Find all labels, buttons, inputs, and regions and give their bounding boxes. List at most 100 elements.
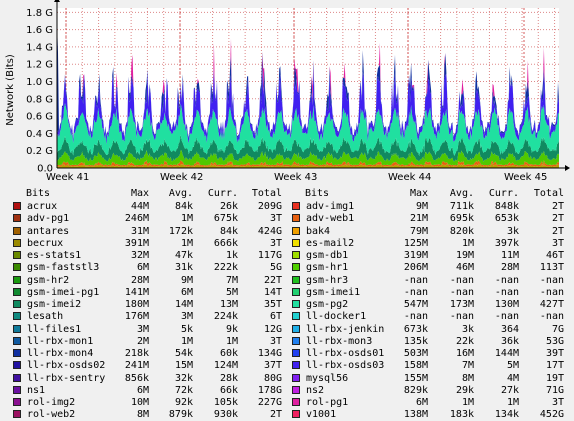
legend-swatch [13, 300, 21, 308]
legend-max-value: 28M [130, 274, 149, 286]
legend-curr-value: 222k [213, 262, 238, 274]
legend-series-name: ns2 [306, 384, 325, 396]
legend-curr-value: 105k [213, 397, 238, 408]
legend-avg-value: 19M [455, 250, 474, 261]
legend-series-name: ll-rbx-mon4 [27, 348, 94, 359]
legend-total-value: 452G [539, 409, 564, 421]
legend-avg-value: 820k [449, 225, 474, 237]
legend-max-value: 6M [136, 262, 149, 274]
legend-avg-value: 3M [180, 311, 193, 323]
legend-curr-value: 3k [506, 225, 519, 237]
legend-max-value: 6M [415, 397, 428, 408]
legend-total-value: 427T [539, 299, 564, 310]
legend-swatch [292, 361, 300, 370]
legend-avg-value: 31k [174, 262, 193, 274]
legend-curr-value: -nan [494, 286, 519, 298]
legend-total-value: 117G [257, 250, 282, 261]
legend-max-value: 241M [124, 360, 149, 372]
legend-total-value: 3T [551, 237, 564, 249]
legend-curr-value: 66k [219, 384, 238, 396]
x-tick-label: Week 44 [388, 172, 431, 182]
legend-max-value: 135k [403, 335, 428, 347]
legend-max-value: 10M [130, 397, 149, 408]
legend-series-name: antares [27, 225, 70, 237]
legend-series-name: gsm-imei2 [27, 299, 82, 310]
legend-avg-value: 14M [174, 299, 193, 310]
y-tick-label: 0.4 G [26, 129, 53, 140]
legend-avg-value: -nan [449, 311, 474, 323]
legend-total-value: 46T [545, 250, 564, 261]
legend-series-name: mysql56 [306, 372, 349, 384]
legend-swatch [292, 263, 300, 272]
legend-total-value: 80G [263, 372, 282, 384]
legend-max-value: -nan [403, 311, 428, 323]
legend-max-value: 141M [124, 286, 149, 298]
legend-avg-value: 1M [180, 237, 193, 249]
legend-max-value: 9M [415, 201, 428, 212]
legend-max-value: 31M [130, 225, 149, 237]
legend-curr-value: 675k [213, 213, 238, 225]
legend-total-value: 19T [545, 372, 564, 384]
legend-swatch [13, 336, 21, 345]
legend-series-name: gsm-hr1 [306, 262, 349, 274]
legend-curr-value: 144M [494, 348, 519, 359]
legend-curr-value: 397k [494, 237, 519, 249]
legend-swatch [292, 385, 300, 394]
legend-swatch [13, 214, 21, 223]
legend-max-value: 246M [124, 213, 149, 225]
legend-total-value: 2T [551, 213, 564, 225]
legend-series-name: gsm-hr3 [306, 274, 349, 286]
legend-avg-value: 46M [455, 262, 474, 274]
legend-max-value: 856k [124, 372, 149, 384]
legend-curr-value: -nan [494, 274, 519, 286]
legend-total-value: 2T [269, 409, 282, 421]
legend-total-value: -nan [539, 286, 564, 298]
legend-series-name: adv-img1 [306, 201, 355, 212]
legend-max-value: 155M [403, 372, 428, 384]
legend-series-name: acrux [27, 201, 58, 212]
legend-swatch [292, 349, 300, 357]
x-axis-arrow [565, 165, 570, 171]
legend-swatch [292, 312, 300, 321]
legend-swatch [292, 336, 300, 345]
legend-avg-value: 1M [180, 335, 193, 347]
legend-total-value: 2T [551, 201, 564, 212]
legend-curr-value: 5M [506, 360, 519, 372]
legend-curr-value: 84k [219, 225, 238, 237]
legend-total-value: 209G [257, 201, 282, 212]
x-tick-label: Week 41 [46, 172, 89, 182]
legend-swatch [13, 202, 21, 210]
legend-header-max: Max [409, 188, 428, 199]
y-tick-label: 0.8 G [26, 94, 53, 105]
legend-avg-value: -nan [449, 274, 474, 286]
legend-total-value: 53G [545, 335, 564, 347]
legend-avg-value: 8M [461, 372, 474, 384]
traffic-area-layer [57, 160, 559, 167]
legend-curr-value: 134k [494, 409, 519, 421]
legend-max-value: 21M [409, 213, 428, 225]
traffic-area-layer [57, 134, 559, 162]
legend-swatch [292, 251, 300, 259]
legend-swatch [13, 251, 21, 259]
legend-series-name: ll-rbx-sentry [27, 372, 106, 384]
legend-swatch [13, 398, 21, 406]
legend-max-value: 6M [136, 384, 149, 396]
legend-curr-value: 930k [213, 409, 238, 421]
y-tick-label: 1.6 G [26, 25, 53, 36]
legend-max-value: 44M [130, 201, 149, 212]
x-tick-label: Week 45 [504, 172, 547, 182]
legend-max-value: 32M [130, 250, 149, 261]
legend-max-value: 547M [403, 299, 428, 310]
legend-max-value: -nan [403, 286, 428, 298]
legend-swatch [13, 226, 21, 235]
legend-curr-value: 224k [213, 311, 238, 323]
legend-series-name: adv-web1 [306, 213, 355, 225]
legend-swatch [13, 324, 21, 333]
legend-curr-value: 27k [500, 384, 519, 396]
legend-max-value: 125M [403, 237, 428, 249]
legend-series-name: ll-rbx-osds02 [27, 360, 106, 372]
legend-swatch [292, 300, 300, 308]
legend-series-name: adv-pg1 [27, 213, 70, 225]
legend-max-value: 158M [403, 360, 428, 372]
legend-max-value: 180M [124, 299, 149, 310]
